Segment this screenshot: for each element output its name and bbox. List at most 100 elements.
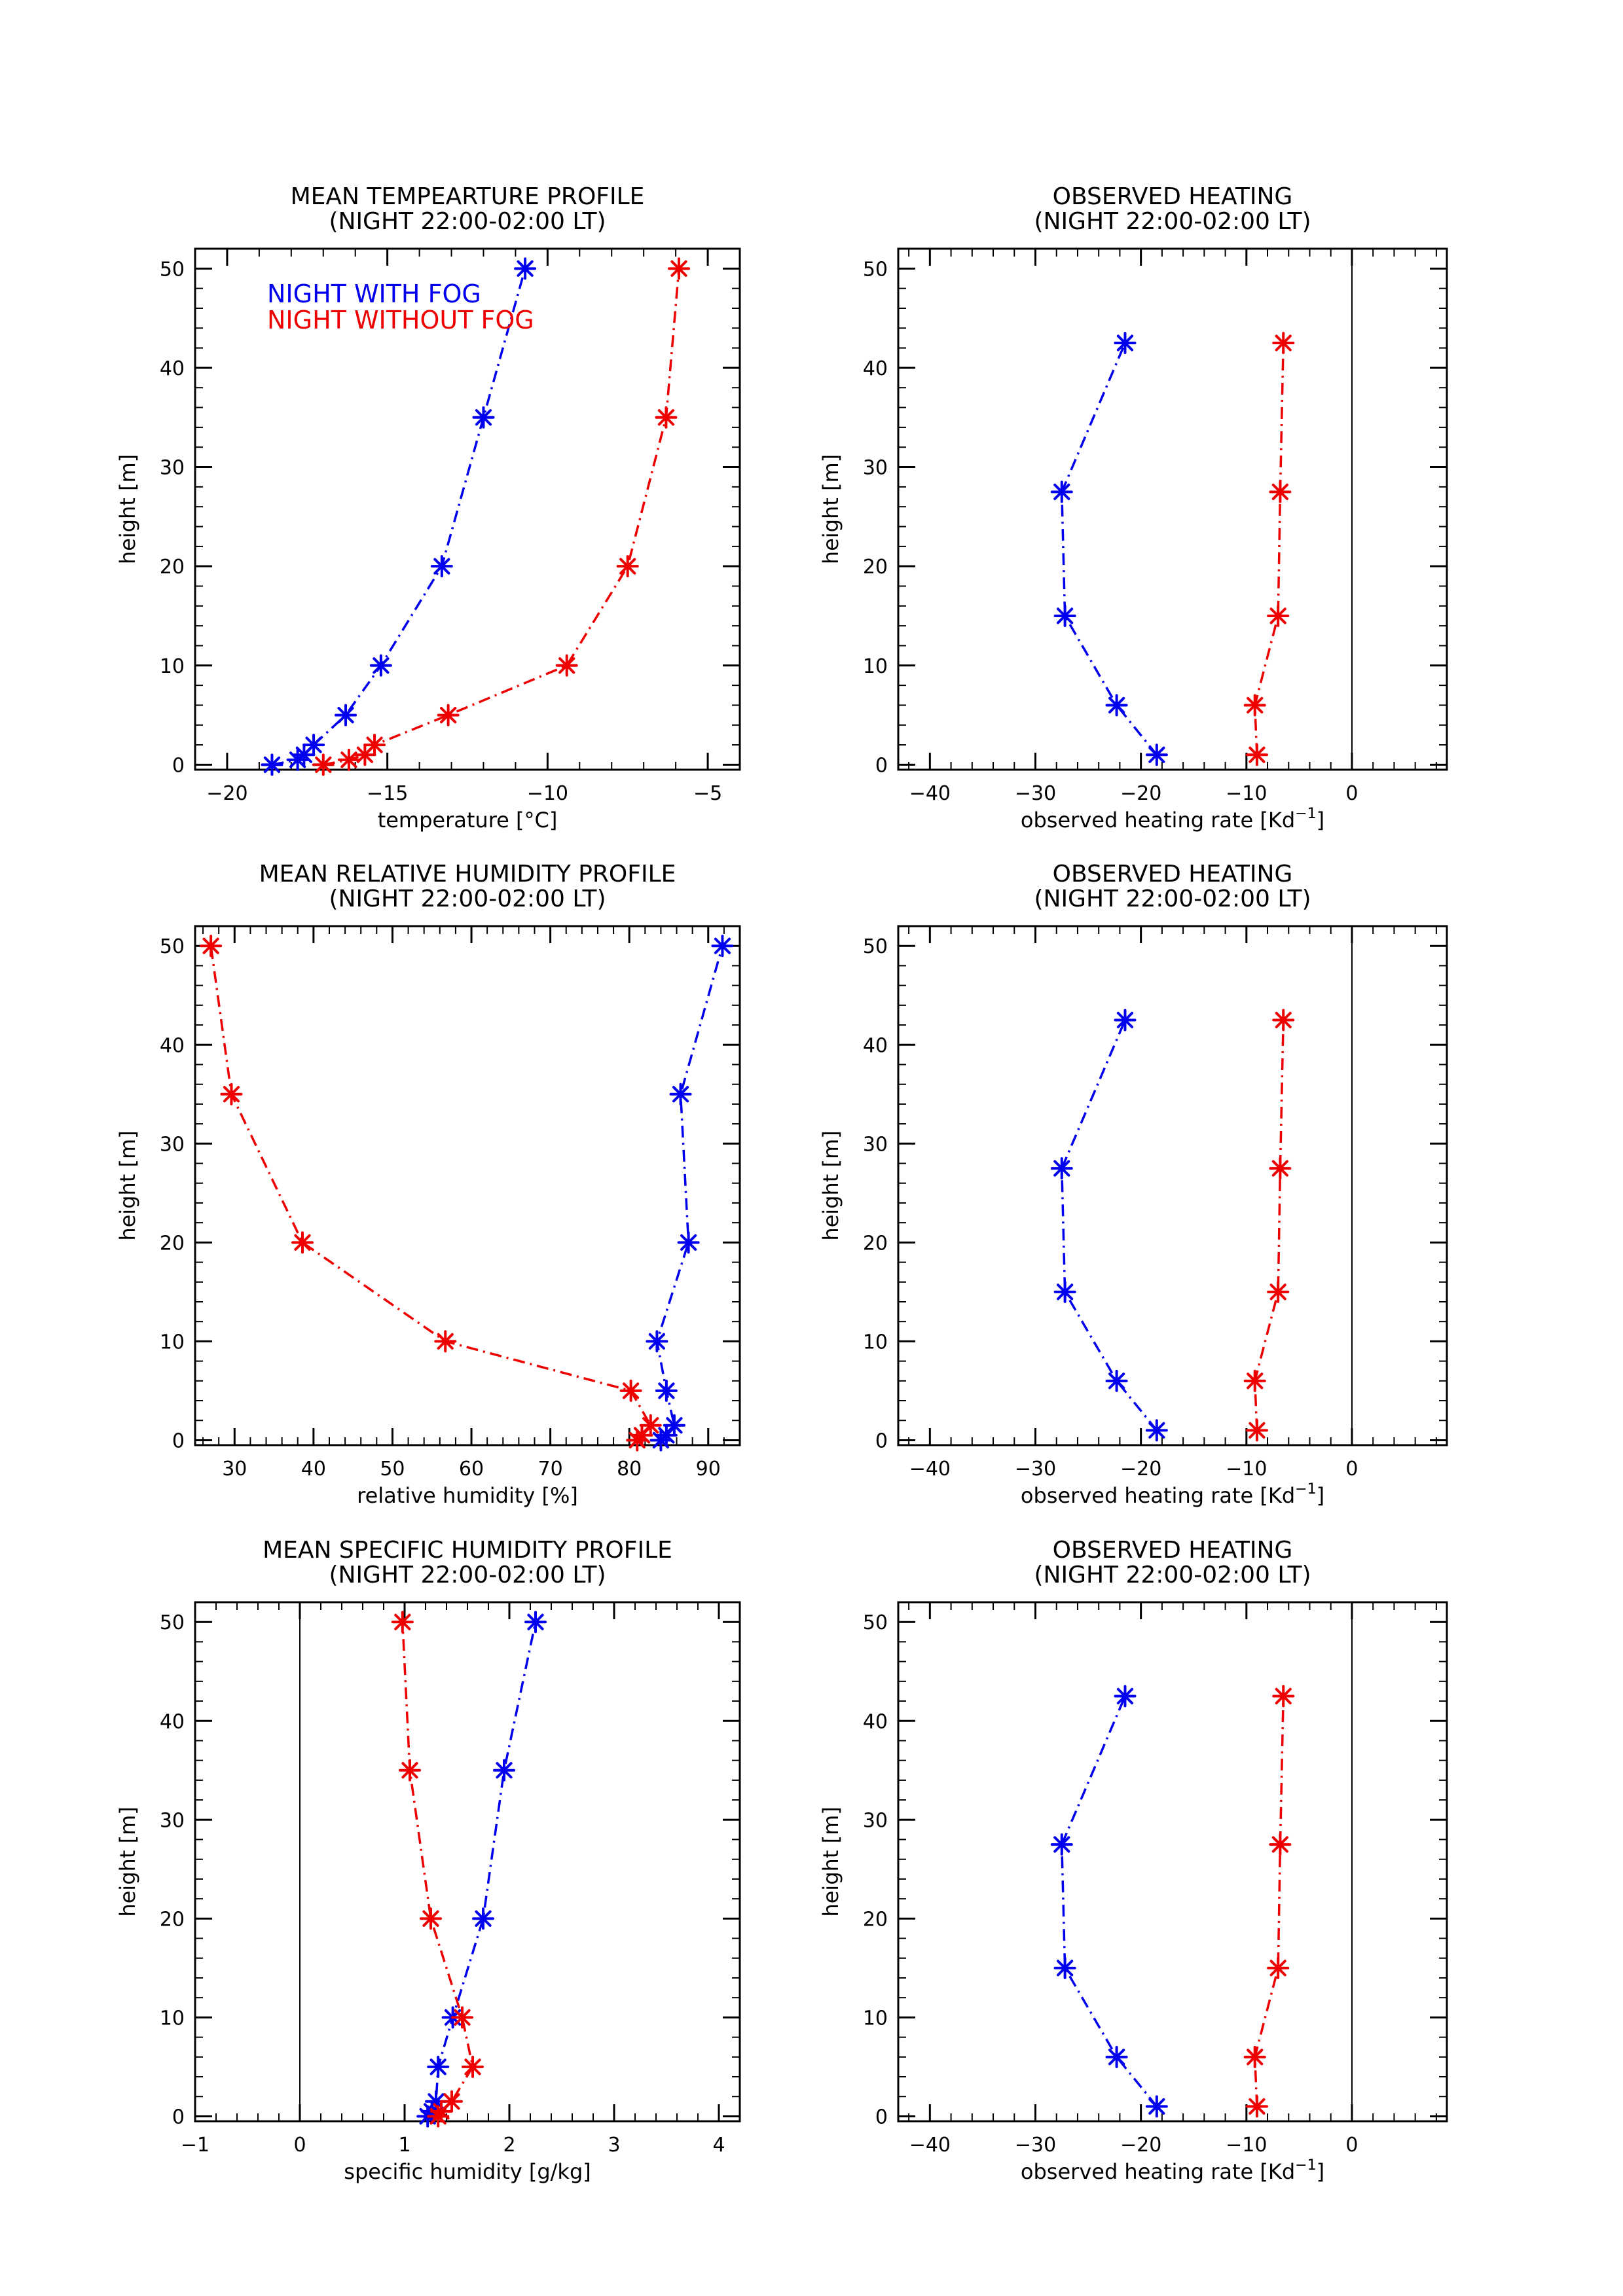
x-axis-label-superscript: −1: [1295, 1481, 1316, 1498]
data-point-star: [291, 1231, 314, 1254]
x-tick-label: −10: [1226, 1458, 1267, 1480]
x-tick-label: −1: [181, 2134, 210, 2157]
legend-entry: NIGHT WITH FOG: [267, 279, 481, 308]
y-tick-label: 10: [160, 1331, 185, 1354]
data-point-star: [1267, 1956, 1290, 1979]
data-point-star: [363, 734, 386, 757]
y-tick-label: 50: [160, 1611, 185, 1634]
plot-frame: [897, 247, 1448, 771]
x-tick-label: 3: [608, 2134, 620, 2157]
y-tick-label: 0: [875, 754, 888, 777]
series-1: [1050, 332, 1168, 766]
y-tick-label: 40: [863, 1710, 888, 1733]
x-tick-label: −40: [909, 2134, 951, 2157]
data-point-star: [1243, 694, 1266, 717]
data-point-star: [1105, 1369, 1128, 1392]
chart-title: MEAN SPECIFIC HUMIDITY PROFILE: [263, 1537, 672, 1564]
y-tick-label: 40: [863, 1034, 888, 1057]
data-point-star: [472, 1907, 494, 1930]
y-tick-label: 10: [160, 655, 185, 678]
y-tick-label: 0: [172, 1429, 185, 1452]
y-tick-label: 30: [863, 1809, 888, 1832]
x-axis-label-text: temperature [°C]: [378, 808, 558, 833]
x-axis-label-text: specific humidity [g/kg]: [344, 2159, 591, 2184]
data-point-star: [391, 1611, 414, 1634]
data-point-star: [302, 734, 325, 757]
chart-panel-1: MEAN TEMPEARTURE PROFILE(NIGHT 22:00-02:…: [115, 183, 741, 833]
y-tick-label: 40: [863, 357, 888, 380]
data-point-star: [369, 654, 392, 677]
chart-panel-4: OBSERVED HEATING(NIGHT 22:00-02:00 LT) −4…: [818, 861, 1448, 1508]
series-2: [1243, 332, 1295, 766]
y-tick-label: 20: [863, 556, 888, 579]
data-point-star: [437, 704, 460, 726]
x-tick-label: 0: [1345, 782, 1358, 805]
x-tick-label: −10: [1226, 2134, 1267, 2157]
data-point-star: [655, 1424, 678, 1446]
series-line: [272, 268, 526, 766]
x-axis-label-superscript: −1: [1295, 806, 1316, 822]
data-point-star: [711, 935, 734, 958]
chart-panel-3: MEAN RELATIVE HUMIDITY PROFILE(NIGHT 22:…: [115, 861, 741, 1508]
data-point-star: [420, 1907, 442, 1930]
data-point-star: [616, 555, 639, 578]
chart-panel-5: MEAN SPECIFIC HUMIDITY PROFILE(NIGHT 22:…: [115, 1537, 741, 2184]
data-point-star: [451, 2006, 473, 2029]
data-point-star: [655, 406, 678, 429]
plot-frame: [194, 247, 741, 771]
data-point-star: [1105, 694, 1128, 717]
x-tick-label: 4: [712, 2134, 725, 2157]
x-tick-label: 0: [293, 2134, 306, 2157]
chart-title: OBSERVED HEATING: [1053, 861, 1293, 888]
chart-subtitle: (NIGHT 22:00-02:00 LT): [329, 208, 606, 235]
data-point-star: [1114, 1685, 1137, 1708]
series-line: [426, 1621, 537, 2117]
data-point-star: [1245, 744, 1268, 766]
x-axis-label-text: relative humidity [%]: [357, 1483, 578, 1508]
plot-frame: [194, 925, 741, 1446]
y-tick-label: 40: [160, 1034, 185, 1057]
series-line: [655, 945, 724, 1441]
data-point-star: [1114, 332, 1137, 355]
chart-subtitle: (NIGHT 22:00-02:00 LT): [329, 1562, 606, 1588]
data-point-star: [1053, 1956, 1076, 1979]
data-point-star: [1267, 604, 1290, 627]
x-tick-label: 60: [459, 1458, 484, 1480]
y-axis-label: height [m]: [818, 454, 843, 564]
data-point-star: [1243, 1369, 1266, 1392]
data-point-star: [1269, 480, 1292, 503]
y-tick-label: 50: [160, 258, 185, 281]
x-tick-label: −20: [1120, 1458, 1161, 1480]
series-line: [1253, 1020, 1285, 1431]
data-point-star: [1272, 1009, 1295, 1031]
data-point-star: [441, 2090, 463, 2113]
data-point-star: [335, 704, 357, 726]
data-point-star: [668, 257, 691, 280]
data-point-star: [1269, 1157, 1292, 1180]
x-tick-label: 90: [696, 1458, 721, 1480]
series-line: [1061, 342, 1158, 756]
chart-panel-2: OBSERVED HEATING(NIGHT 22:00-02:00 LT) −4…: [818, 183, 1448, 833]
x-tick-label: −30: [1015, 1458, 1056, 1480]
y-tick-label: 30: [863, 457, 888, 480]
data-point-star: [1145, 744, 1168, 766]
data-point-star: [261, 753, 283, 776]
y-tick-label: 30: [863, 1133, 888, 1156]
y-tick-label: 50: [863, 1611, 888, 1634]
series-2: [391, 1611, 484, 2128]
x-tick-label: 2: [503, 2134, 515, 2157]
x-axis-label-end: ]: [1317, 808, 1324, 833]
y-tick-label: 10: [863, 655, 888, 678]
chart-subtitle: (NIGHT 22:00-02:00 LT): [1034, 208, 1311, 235]
chart-title: OBSERVED HEATING: [1053, 183, 1293, 210]
x-tick-label: 40: [301, 1458, 326, 1480]
x-tick-label: −40: [909, 1458, 951, 1480]
y-tick-label: 30: [160, 1809, 185, 1832]
x-tick-label: 50: [380, 1458, 405, 1480]
data-point-star: [1269, 1833, 1292, 1856]
series-2: [1243, 1685, 1295, 2118]
y-tick-label: 0: [172, 2106, 185, 2128]
data-point-star: [1272, 1685, 1295, 1708]
